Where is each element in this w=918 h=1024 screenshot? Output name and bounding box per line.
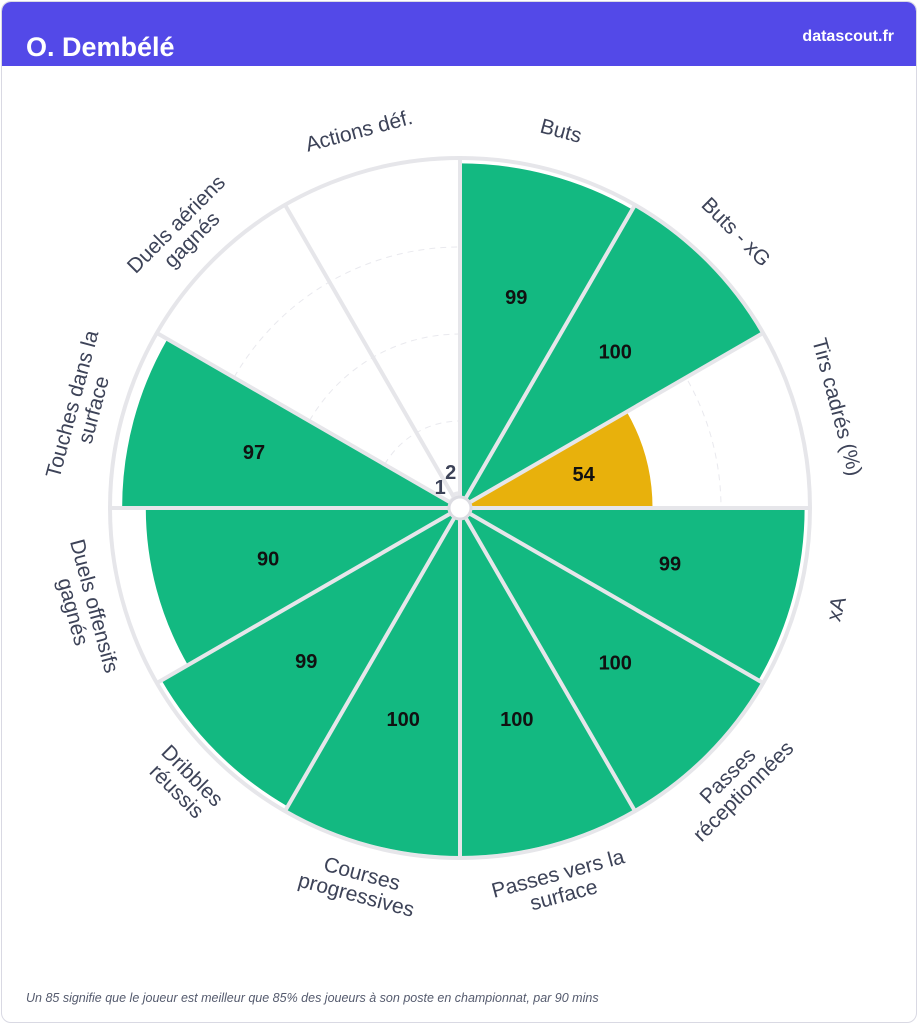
bar-9 (145, 508, 452, 666)
bar-7 (286, 516, 460, 856)
bar-4 (468, 508, 805, 681)
separator-line (156, 511, 453, 685)
value-label-5: 100 (599, 652, 632, 674)
bar-1 (460, 163, 633, 500)
value-label-2: 100 (599, 342, 632, 364)
value-label-3: 54 (573, 464, 596, 486)
separator-line (283, 515, 457, 812)
center-hole (447, 495, 473, 521)
value-label-12: 2 (445, 462, 456, 484)
bar-5 (465, 513, 762, 810)
category-label-12: Actions déf. (303, 106, 415, 157)
category-label-line: Buts (538, 115, 585, 148)
value-label-11: 1 (435, 477, 446, 499)
separator-line (467, 331, 764, 505)
bar-10 (122, 339, 452, 508)
bar-8 (161, 513, 455, 807)
bar-3 (468, 411, 653, 508)
category-label-3: Tirs cadrés (%) (807, 336, 866, 479)
brand-label: datascout.fr (802, 28, 894, 45)
separator-line (467, 511, 764, 685)
separator-line (463, 515, 637, 812)
value-label-7: 100 (386, 709, 419, 731)
bar-6 (460, 516, 634, 856)
header-bar: O. Dembélé datascout.fr (2, 2, 916, 66)
separator-line (283, 204, 457, 501)
value-label-4: 99 (659, 553, 681, 575)
category-label-1: Buts (538, 115, 585, 148)
separator-line (463, 204, 637, 501)
player-name-title: O. Dembélé (26, 32, 175, 62)
category-label-line: Tirs cadrés (%) (807, 336, 866, 479)
category-label-4: xA (822, 594, 851, 624)
value-label-9: 90 (257, 548, 279, 570)
value-label-8: 99 (295, 651, 317, 673)
value-label-6: 100 (500, 709, 533, 731)
category-label-line: Actions déf. (303, 106, 415, 157)
separator-line (156, 331, 453, 505)
value-label-10: 97 (243, 442, 265, 464)
category-label-line: xA (822, 594, 851, 624)
value-label-1: 99 (505, 287, 527, 309)
footnote: Un 85 signifie que le joueur est meilleu… (26, 991, 599, 1005)
bar-2 (465, 206, 762, 503)
